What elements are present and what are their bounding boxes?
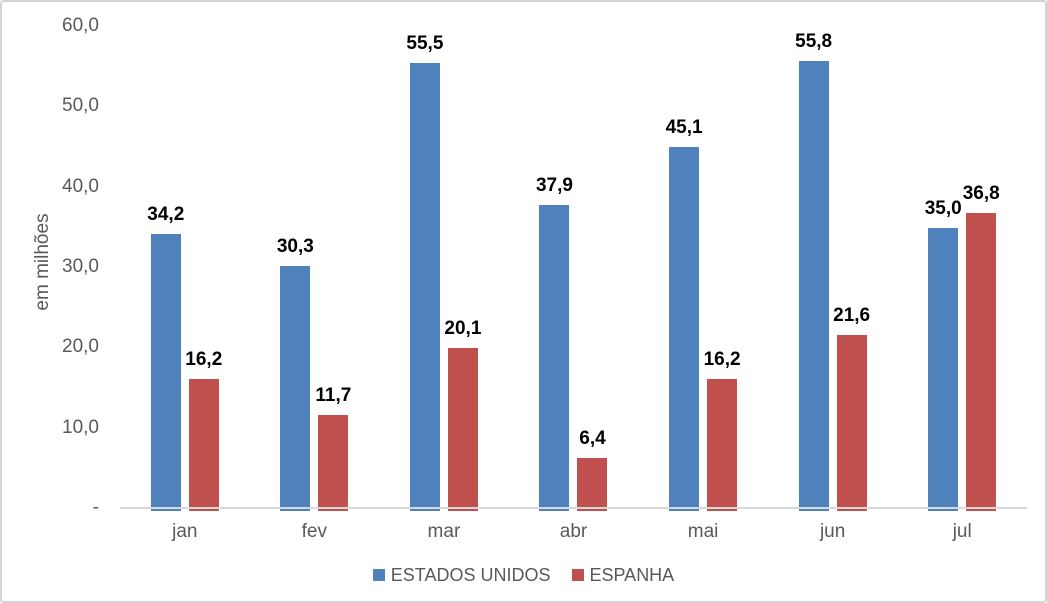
y-tick-label: 40,0	[62, 175, 99, 197]
legend-item-espanha: ESPANHA	[571, 564, 675, 586]
bar-estados-unidos-jul	[928, 227, 959, 511]
data-label-espanha-jul: 36,8	[962, 183, 1000, 205]
y-tick-label: -	[92, 497, 99, 518]
y-tick-label: 20,0	[62, 336, 99, 358]
data-label-estados-unidos-jan: 34,2	[147, 204, 185, 226]
bar-estados-unidos-jun	[798, 60, 829, 511]
x-tick-label-abr: abr	[559, 521, 588, 542]
legend-swatch-icon	[571, 569, 584, 581]
bar-espanha-jul	[966, 213, 997, 511]
bar-espanha-mai	[707, 378, 738, 511]
data-label-espanha-fev: 11,7	[315, 385, 352, 406]
data-label-estados-unidos-jul: 35,0	[924, 197, 962, 219]
bar-estados-unidos-mar	[409, 63, 440, 511]
legend-label: ESTADOS UNIDOS	[390, 564, 551, 585]
y-tick-label: 60,0	[62, 15, 99, 36]
data-label-estados-unidos-mar: 55,5	[406, 33, 444, 55]
y-tick-label: 10,0	[62, 416, 99, 438]
legend-swatch-icon	[372, 569, 385, 581]
data-label-estados-unidos-jun: 55,8	[795, 30, 833, 52]
bar-espanha-mar	[447, 347, 478, 511]
bar-espanha-abr	[577, 457, 608, 511]
x-tick-label-jan: jan	[172, 521, 198, 542]
bar-espanha-jun	[836, 335, 867, 511]
bar-estados-unidos-abr	[539, 204, 570, 511]
x-axis-line	[120, 507, 1027, 509]
x-tick-label-jul: jul	[952, 521, 972, 542]
bar-espanha-fev	[318, 415, 349, 511]
x-tick-label-jun: jun	[819, 521, 846, 542]
legend: ESTADOS UNIDOS ESPANHA	[2, 565, 1045, 585]
y-tick-label: 50,0	[62, 95, 99, 117]
data-label-espanha-mar: 20,1	[444, 317, 482, 339]
data-label-estados-unidos-fev: 30,3	[276, 235, 314, 257]
y-tick-label: 30,0	[62, 256, 99, 277]
data-label-estados-unidos-abr: 37,9	[535, 174, 573, 196]
data-label-estados-unidos-mai: 45,1	[665, 116, 703, 138]
legend-item-estados-unidos: ESTADOS UNIDOS	[372, 564, 551, 586]
data-label-espanha-abr: 6,4	[579, 427, 606, 449]
x-tick-label-mai: mai	[687, 521, 719, 542]
x-tick-label-fev: fev	[301, 521, 328, 542]
bar-estados-unidos-mai	[669, 146, 700, 511]
data-label-espanha-jan: 16,2	[185, 348, 223, 370]
x-tick-label-mar: mar	[427, 521, 461, 542]
bar-estados-unidos-jan	[150, 234, 181, 511]
bar-espanha-jan	[188, 378, 219, 511]
data-label-espanha-mai: 16,2	[703, 348, 741, 370]
bar-estados-unidos-fev	[280, 265, 311, 511]
data-label-espanha-jun: 21,6	[833, 305, 871, 327]
legend-label: ESPANHA	[589, 564, 675, 585]
